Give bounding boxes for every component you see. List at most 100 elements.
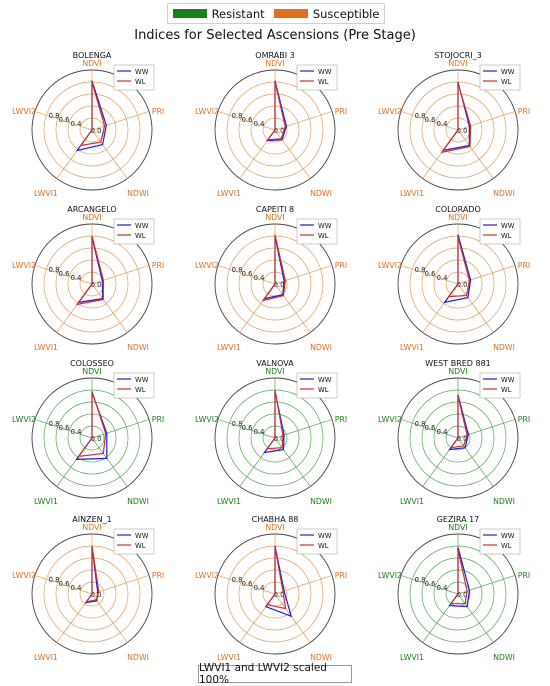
panel-legend-label-wl: WL xyxy=(135,78,146,86)
radar-panel-chabha-88: 0.0 0.40.60.8 NDVI PRI NDWI LWVI1 LWVI2 CHABHA … xyxy=(195,515,347,662)
panel-legend-box xyxy=(113,64,155,91)
radial-tick-label: 0.0 xyxy=(457,435,468,443)
axis-label-ndvi: NDVI xyxy=(265,59,284,68)
panel-title: BOLENGA xyxy=(73,51,112,60)
spoke-line xyxy=(274,437,311,487)
panel-legend-label-wl: WL xyxy=(318,542,329,550)
radial-tick-label: 0.0 xyxy=(274,435,285,443)
axis-label-pri: PRI xyxy=(518,107,530,116)
axis-label-lwvi1: LWVI1 xyxy=(217,653,241,662)
axis-label-pri: PRI xyxy=(518,415,530,424)
spoke-line xyxy=(34,575,93,595)
legend-item-susceptible: Susceptible xyxy=(273,7,379,21)
radial-tick-label: 0.8 xyxy=(49,112,60,120)
panel-legend-label-wl: WL xyxy=(135,542,146,550)
axis-label-lwvi2: LWVI2 xyxy=(195,415,219,424)
axis-label-lwvi1: LWVI1 xyxy=(34,653,58,662)
panel-legend-label-wl: WL xyxy=(501,232,512,240)
panel-legend-label-ww: WW xyxy=(501,376,515,384)
radial-tick-label: 0.8 xyxy=(415,112,426,120)
spoke-line xyxy=(274,283,311,333)
axis-label-ndwi: NDWI xyxy=(310,343,332,352)
axis-label-ndvi: NDVI xyxy=(448,59,467,68)
radial-tick-label: 0.8 xyxy=(49,420,60,428)
axis-label-pri: PRI xyxy=(335,415,347,424)
axis-label-pri: PRI xyxy=(335,107,347,116)
radial-tick-label: 0.6 xyxy=(242,116,253,124)
panel-legend-label-wl: WL xyxy=(318,386,329,394)
spoke-line xyxy=(91,437,128,487)
axis-label-lwvi1: LWVI1 xyxy=(400,653,424,662)
series-wl xyxy=(77,391,107,458)
radial-tick-label: 0.0 xyxy=(91,281,102,289)
spoke-line xyxy=(457,283,494,333)
panel-title: STOJOCRI_3 xyxy=(434,51,482,60)
axis-label-lwvi1: LWVI1 xyxy=(217,343,241,352)
panel-legend-box xyxy=(479,372,521,399)
radar-panel-ainzen-1: 0.0 0.40.60.8 NDVI PRI NDWI LWVI1 LWVI2 AINZEN_… xyxy=(12,515,164,662)
figure-title: Indices for Selected Ascensions (Pre Sta… xyxy=(134,28,416,43)
radar-panel-colorado: 0.0 0.40.60.8 NDVI PRI NDWI LWVI1 LWVI2 COLORAD… xyxy=(378,205,530,352)
panel-legend-box xyxy=(113,372,155,399)
axis-label-ndvi: NDVI xyxy=(265,523,284,532)
panel-legend-label-ww: WW xyxy=(501,68,515,76)
spoke-line xyxy=(34,419,93,439)
axis-label-ndvi: NDVI xyxy=(265,367,284,376)
axis-label-pri: PRI xyxy=(518,261,530,270)
axis-label-pri: PRI xyxy=(335,571,347,580)
radial-tick-label: 0.0 xyxy=(91,435,102,443)
series-wl xyxy=(449,549,468,605)
radial-tick-label: 0.0 xyxy=(457,281,468,289)
radial-tick-label: 0.4 xyxy=(437,584,448,592)
axis-label-ndwi: NDWI xyxy=(127,343,149,352)
series-wl xyxy=(266,81,286,141)
panel-legend-box xyxy=(296,372,338,399)
panel-legend-label-ww: WW xyxy=(501,532,515,540)
radial-tick-label: 0.6 xyxy=(59,424,70,432)
spoke-line xyxy=(91,283,128,333)
spoke-line xyxy=(274,593,311,643)
panel-legend-label-ww: WW xyxy=(318,376,332,384)
spoke-line xyxy=(457,111,516,131)
radial-tick-label: 0.4 xyxy=(71,120,82,128)
axis-label-lwvi2: LWVI2 xyxy=(378,415,402,424)
panel-legend-box xyxy=(296,528,338,555)
axis-label-ndwi: NDWI xyxy=(310,189,332,198)
radial-tick-label: 0.4 xyxy=(437,428,448,436)
radial-tick-label: 0.0 xyxy=(91,591,102,599)
series-ww xyxy=(262,235,285,300)
axis-label-lwvi1: LWVI1 xyxy=(34,497,58,506)
axis-label-lwvi2: LWVI2 xyxy=(195,261,219,270)
legend-item-resistant: Resistant xyxy=(172,7,265,21)
radial-tick-label: 0.0 xyxy=(457,127,468,135)
axis-label-ndwi: NDWI xyxy=(493,653,515,662)
radial-tick-label: 0.4 xyxy=(254,120,265,128)
radial-tick-label: 0.6 xyxy=(59,580,70,588)
panel-legend-label-ww: WW xyxy=(135,222,149,230)
axis-label-lwvi2: LWVI2 xyxy=(12,415,36,424)
radar-panel-gezira-17: 0.0 0.40.60.8 NDVI PRI NDWI LWVI1 LWVI2 GEZIRA … xyxy=(378,515,530,662)
axis-label-ndvi: NDVI xyxy=(448,367,467,376)
spoke-line xyxy=(34,265,93,285)
radar-panel-valnova: 0.0 0.40.60.8 NDVI PRI NDWI LWVI1 LWVI2 VALNOVA… xyxy=(195,359,347,506)
radial-tick-label: 0.4 xyxy=(71,428,82,436)
legend-swatch-resistant xyxy=(172,9,207,18)
panel-legend-label-wl: WL xyxy=(501,386,512,394)
axis-label-lwvi2: LWVI2 xyxy=(12,261,36,270)
axis-label-ndvi: NDVI xyxy=(265,213,284,222)
radial-tick-label: 0.4 xyxy=(71,584,82,592)
radial-tick-label: 0.6 xyxy=(425,580,436,588)
series-wl xyxy=(266,547,287,610)
spoke-line xyxy=(457,265,516,285)
axis-label-ndwi: NDWI xyxy=(127,653,149,662)
panel-title: ARCANGELO xyxy=(67,205,116,214)
axis-label-lwvi1: LWVI1 xyxy=(34,189,58,198)
axis-label-ndwi: NDWI xyxy=(310,653,332,662)
panel-title: GEZIRA 17 xyxy=(437,515,480,524)
radial-tick-label: 0.6 xyxy=(242,580,253,588)
axis-label-pri: PRI xyxy=(152,261,164,270)
radial-tick-label: 0.8 xyxy=(49,266,60,274)
radial-tick-label: 0.4 xyxy=(254,584,265,592)
radial-tick-label: 0.4 xyxy=(437,274,448,282)
panel-legend-label-wl: WL xyxy=(318,232,329,240)
